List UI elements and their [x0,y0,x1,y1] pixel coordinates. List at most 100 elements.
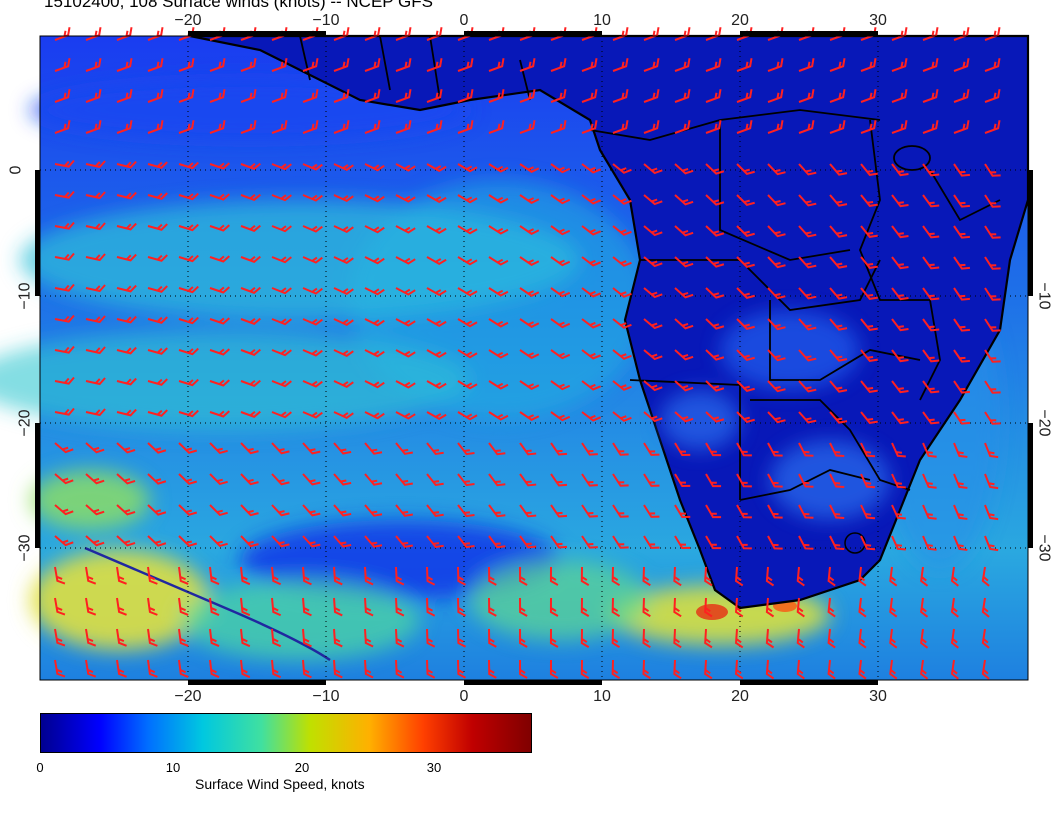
wind-barb [798,349,817,362]
wind-barb [488,442,506,456]
wind-barb [705,504,722,519]
wind-barb [519,58,536,72]
wind-barb [426,411,447,421]
wind-barb [302,287,323,295]
wind-barb [116,535,136,547]
wind-barb [643,256,663,268]
wind-barb [240,255,261,263]
wind-barb [395,318,416,327]
wind-barb [611,597,621,618]
wind-barb [395,120,412,134]
wind-barb [302,194,323,202]
wind-barb [395,597,405,617]
wind-barb [333,411,354,420]
wind-barb [922,163,940,177]
wind-barb [829,58,846,72]
wind-barb [798,504,814,519]
wind-barb [457,120,474,134]
wind-barb [612,411,632,422]
wind-barb [271,380,292,388]
wind-barb [209,410,230,418]
wind-barb [953,411,971,425]
wind-barb [550,89,567,103]
wind-barb [333,566,343,586]
wind-barb [333,380,354,389]
wind-barb [457,597,466,617]
wind-barb [488,349,509,359]
wind-barb [891,120,908,134]
wind-barb [612,58,629,72]
wind-barb [85,659,97,678]
wind-barb [860,120,877,134]
map-title: 15102400, 108 Surface winds (knots) -- N… [44,0,433,11]
wind-barb [395,89,412,103]
wind-barb [612,256,632,267]
wind-barb [519,504,537,518]
wind-barb [302,58,319,72]
wind-barb [54,442,74,454]
wind-barb [953,535,968,551]
wind-barb [581,225,601,236]
wind-barb [457,504,475,518]
wind-barb [860,349,878,362]
wind-barb [85,160,106,169]
wind-barb [984,504,999,521]
wind-barb [705,473,722,488]
wind-barb [953,225,971,239]
wind-barb [457,473,475,487]
wind-barb [519,349,540,359]
bottom-lon-tick: −20 [174,688,202,705]
wind-barb [147,192,168,200]
wind-barb [364,58,381,72]
wind-barb [767,58,784,72]
wind-barb [333,225,354,234]
wind-barb [889,597,898,618]
wind-barb [364,120,381,134]
wind-barb [85,120,102,134]
wind-barb [519,318,540,328]
wind-barb [116,160,137,169]
wind-barb [920,597,929,618]
wind-barb [488,89,505,103]
wind-barb [209,224,230,232]
wind-barb [519,566,528,586]
wind-barb [116,597,127,616]
wind-barb [333,287,354,296]
wind-barb [736,194,755,206]
wind-barb [54,504,74,516]
wind-barb [271,58,288,72]
wind-barb [302,380,323,388]
wind-barb [395,411,416,420]
wind-barb [736,225,755,237]
wind-barb [116,628,127,647]
wind-barb [889,628,898,649]
wind-barb [643,473,660,487]
wind-barb [580,659,590,679]
wind-barb [736,120,753,134]
wind-barb [550,349,571,360]
wind-barb [54,597,66,616]
wind-barb [922,256,940,270]
wind-barb [147,120,164,134]
wind-barb [85,89,102,103]
wind-barb [178,120,195,134]
wind-barb [333,628,343,648]
wind-barb [981,597,990,618]
wind-barb [302,504,321,517]
wind-barb [796,659,805,680]
wind-barb [333,256,354,265]
wind-barb [426,287,447,297]
wind-barb [240,442,259,455]
wind-barb [827,628,836,649]
wind-barb [922,194,940,208]
wind-barb [550,58,567,72]
left-lat-tick: 0 [7,165,25,175]
wind-barb [364,504,383,517]
wind-barb [519,380,540,390]
wind-barb [736,318,755,330]
wind-barb [178,504,198,516]
wind-barb [85,346,106,355]
wind-barb [735,597,744,618]
wind-barb [704,566,713,587]
wind-barb [457,566,466,586]
